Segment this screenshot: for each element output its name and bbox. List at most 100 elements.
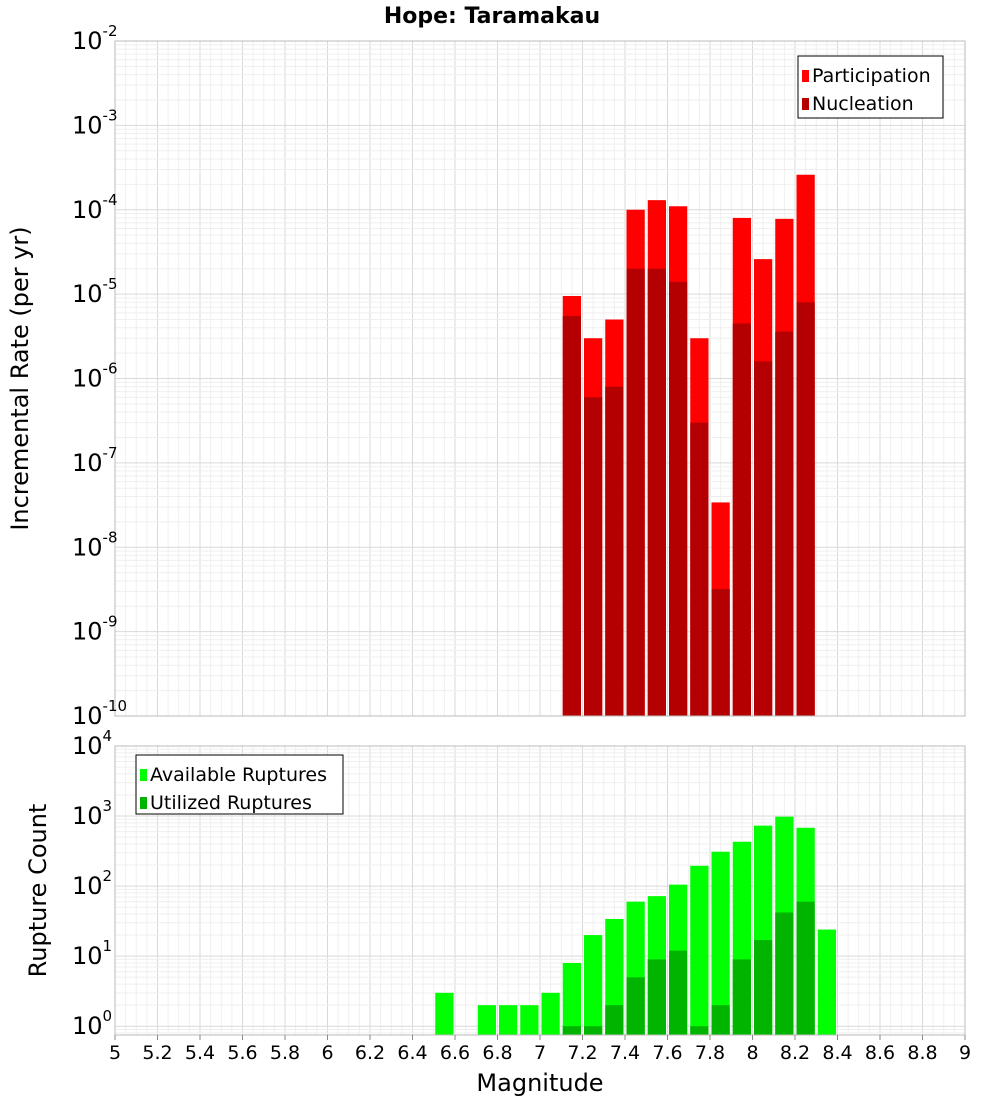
y-tick-base: 10 — [72, 732, 103, 760]
y-tick-base: 10 — [72, 872, 103, 900]
legend: Available Ruptures Utilized Ruptures — [135, 754, 344, 815]
x-tick-label: 9 — [959, 1042, 971, 1064]
y-tick-label: 100 — [72, 1007, 112, 1040]
bar-nucleation — [775, 331, 794, 716]
bar-nucleation — [605, 386, 624, 716]
x-tick-label: 6.4 — [397, 1042, 427, 1064]
bar-available-ruptures — [711, 851, 730, 1035]
bar-nucleation — [754, 361, 773, 716]
x-tick-label: 8.4 — [822, 1042, 852, 1064]
y-tick-base: 10 — [72, 702, 103, 730]
bar-available-ruptures — [584, 935, 603, 1035]
x-axis-label: Magnitude — [476, 1069, 603, 1097]
y-tick-label: 10-4 — [72, 191, 118, 224]
x-tick-label: 6.2 — [355, 1042, 385, 1064]
y-tick-exponent: 0 — [103, 1007, 113, 1025]
bar-utilized-ruptures — [647, 959, 666, 1035]
bar-nucleation — [647, 268, 666, 716]
bar-utilized-ruptures — [690, 1026, 709, 1035]
bar-utilized-ruptures — [754, 940, 773, 1035]
x-tick-label: 7 — [534, 1042, 546, 1064]
y-tick-exponent: 4 — [103, 727, 113, 745]
legend-swatch — [802, 70, 809, 82]
bar-available-ruptures — [520, 1005, 539, 1035]
y-tick-base: 10 — [72, 942, 103, 970]
x-tick-label: 5.2 — [142, 1042, 172, 1064]
bar-nucleation — [584, 397, 603, 716]
y-tick-label: 10-7 — [72, 444, 118, 477]
y-tick-label: 10-8 — [72, 528, 118, 561]
y-tick-label: 103 — [72, 797, 112, 830]
x-tick-label: 8.2 — [780, 1042, 810, 1064]
bar-utilized-ruptures — [669, 950, 688, 1035]
bar-available-ruptures — [541, 992, 560, 1035]
bar-available-ruptures — [562, 962, 581, 1035]
bar-available-ruptures — [690, 865, 709, 1035]
y-tick-exponent: -8 — [103, 528, 118, 546]
y-tick-base: 10 — [72, 802, 103, 830]
y-tick-base: 10 — [72, 365, 103, 393]
bar-nucleation — [796, 302, 815, 716]
bar-nucleation — [669, 281, 688, 716]
bar-utilized-ruptures — [711, 1005, 730, 1035]
x-tick-label: 8.8 — [907, 1042, 937, 1064]
legend-box — [797, 55, 944, 119]
x-tick-label: 8.6 — [865, 1042, 895, 1064]
legend: Participation Nucleation — [797, 55, 944, 119]
y-tick-exponent: -6 — [103, 360, 118, 378]
legend-label: Nucleation — [812, 93, 914, 115]
y-tick-label: 10-2 — [72, 22, 118, 55]
top-plot: 10-1010-910-810-710-610-510-410-310-2Inc… — [6, 22, 966, 730]
y-axis-label: Incremental Rate (per yr) — [6, 226, 34, 530]
y-tick-exponent: -9 — [103, 613, 118, 631]
y-axis-label: Rupture Count — [24, 804, 52, 978]
bar-available-ruptures — [477, 1005, 496, 1035]
y-tick-exponent: 2 — [103, 867, 113, 885]
y-tick-base: 10 — [72, 196, 103, 224]
x-tick-label: 7.8 — [695, 1042, 725, 1064]
bar-available-ruptures — [499, 1005, 518, 1035]
bar-nucleation — [562, 316, 581, 716]
legend-swatch — [802, 98, 809, 110]
y-tick-label: 101 — [72, 937, 112, 970]
bar-available-ruptures — [817, 929, 836, 1035]
y-tick-exponent: -4 — [103, 191, 118, 209]
y-tick-exponent: -10 — [103, 697, 128, 715]
y-tick-label: 104 — [72, 727, 112, 760]
legend-swatch — [140, 769, 147, 781]
bar-available-ruptures — [435, 992, 454, 1035]
y-tick-base: 10 — [72, 1012, 103, 1040]
x-tick-label: 7.2 — [567, 1042, 597, 1064]
x-tick-label: 5.6 — [227, 1042, 257, 1064]
plot-border — [114, 40, 966, 717]
x-tick-label: 7.4 — [610, 1042, 640, 1064]
bar-utilized-ruptures — [626, 977, 645, 1035]
y-tick-label: 10-9 — [72, 613, 118, 646]
bar-utilized-ruptures — [584, 1026, 603, 1035]
bar-nucleation — [626, 268, 645, 716]
y-tick-base: 10 — [72, 618, 103, 646]
legend-box — [135, 754, 344, 815]
bar-nucleation — [732, 323, 751, 716]
legend-swatch — [140, 797, 147, 809]
bar-nucleation — [690, 422, 709, 716]
legend-label: Utilized Ruptures — [150, 792, 312, 814]
bar-utilized-ruptures — [732, 959, 751, 1035]
y-tick-base: 10 — [72, 111, 103, 139]
y-tick-exponent: 3 — [103, 797, 113, 815]
bar-utilized-ruptures — [796, 901, 815, 1035]
y-tick-exponent: 1 — [103, 937, 113, 955]
y-tick-base: 10 — [72, 449, 103, 477]
y-tick-exponent: -5 — [103, 275, 118, 293]
y-tick-label: 10-3 — [72, 106, 118, 139]
legend-label: Available Ruptures — [150, 764, 327, 786]
y-tick-label: 10-10 — [72, 697, 127, 730]
legend-label: Participation — [812, 65, 931, 87]
y-tick-exponent: -7 — [103, 444, 118, 462]
x-tick-label: 6.6 — [440, 1042, 470, 1064]
x-tick-label: 5 — [109, 1042, 121, 1064]
y-tick-exponent: -2 — [103, 22, 118, 40]
